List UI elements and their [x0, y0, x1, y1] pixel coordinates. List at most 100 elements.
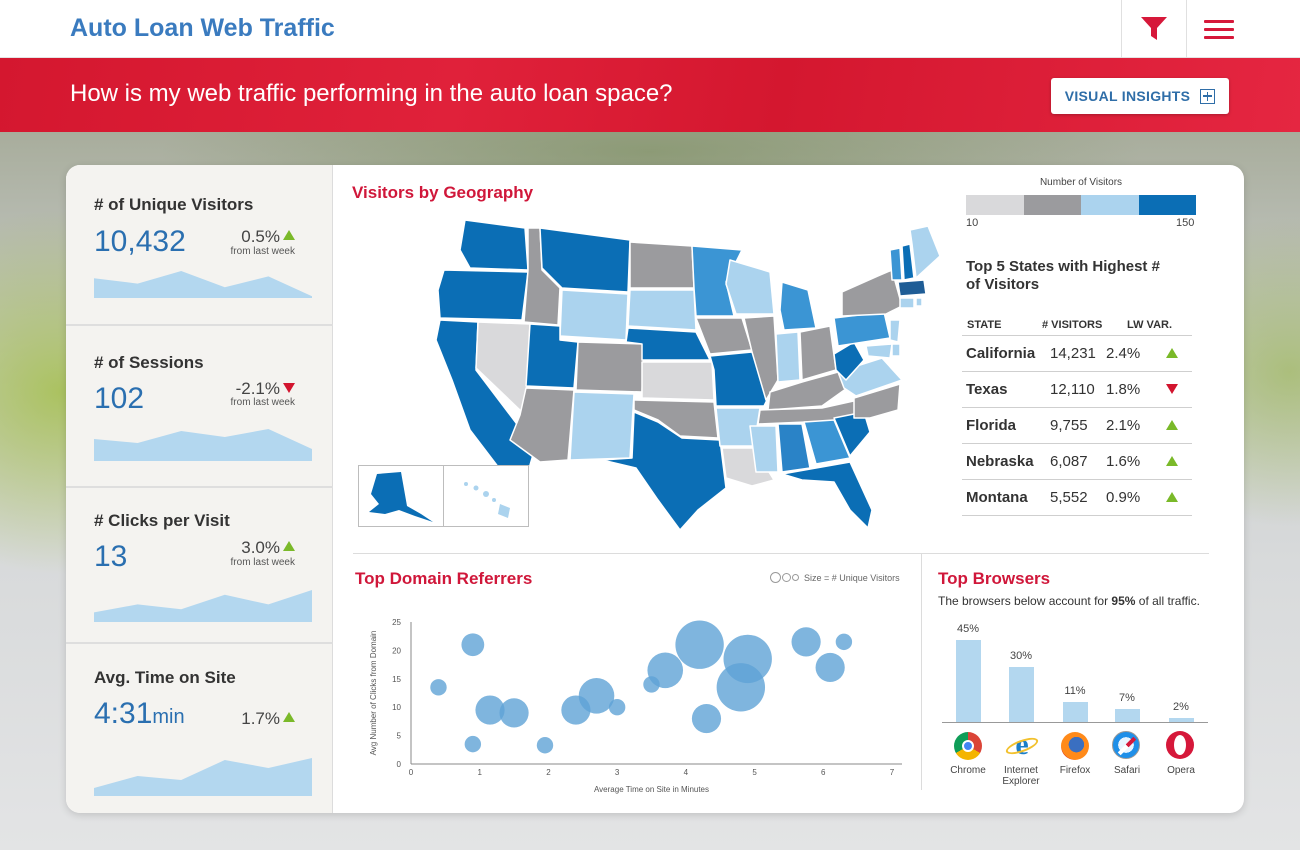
banner-question: How is my web traffic performing in the … — [70, 80, 673, 107]
state-arizona — [509, 387, 575, 463]
lw-variance: 1.6% — [1106, 453, 1141, 470]
opera-icon — [1166, 731, 1194, 759]
kpi-column: # of Unique Visitors 10,432 0.5% from la… — [66, 165, 333, 813]
scatter-bubble[interactable] — [499, 698, 529, 728]
kpi-unique-visitors: # of Unique Visitors 10,432 0.5% from la… — [66, 165, 333, 326]
legend-min: 10 — [966, 217, 979, 229]
state-wisconsin — [725, 259, 775, 315]
scatter-bubble[interactable] — [675, 620, 724, 669]
lw-variance: 1.8% — [1106, 381, 1141, 398]
table-row[interactable]: Montana 5,552 0.9% — [962, 479, 1192, 515]
y-tick-label: 0 — [397, 760, 402, 769]
lw-variance: 2.1% — [1106, 417, 1141, 434]
table-row[interactable]: Texas 12,110 1.8% — [962, 371, 1192, 407]
state-florida — [781, 461, 873, 529]
state-illinois — [743, 315, 779, 401]
scatter-bubble[interactable] — [647, 652, 684, 689]
down-arrow-icon — [283, 383, 295, 393]
scatter-bubble[interactable] — [815, 652, 845, 683]
top5-header-visitors: # VISITORS — [1042, 319, 1103, 331]
kpi-change: 1.7% — [241, 709, 295, 729]
state-texas — [601, 411, 727, 531]
up-arrow-icon — [1166, 348, 1178, 358]
geography-title: Visitors by Geography — [352, 183, 534, 202]
filter-icon — [1140, 17, 1167, 40]
x-tick-label: 1 — [477, 768, 482, 777]
visitor-count: 9,755 — [1050, 417, 1088, 434]
state-name: Texas — [966, 381, 1008, 398]
table-row[interactable]: Florida 9,755 2.1% — [962, 407, 1192, 443]
browser-bar[interactable] — [1009, 667, 1034, 722]
x-tick-label: 6 — [821, 768, 826, 777]
internet-explorer-icon: e — [1003, 730, 1041, 760]
kpi-value: 10,432 — [94, 225, 186, 258]
state-connecticut — [899, 297, 915, 309]
kpi-value: 13 — [94, 540, 128, 573]
bar-value-label: 30% — [1009, 650, 1033, 663]
browser-axis-line — [942, 722, 1208, 723]
browser-name-label: Opera — [1167, 765, 1195, 776]
top-bar: Auto Loan Web Traffic — [0, 0, 1300, 58]
scatter-bubble[interactable] — [791, 627, 821, 657]
scatter-bubble[interactable] — [691, 703, 722, 734]
expand-plus-icon — [1200, 88, 1216, 104]
alaska-inset — [358, 465, 444, 527]
browser-bar[interactable] — [1115, 709, 1140, 722]
kpi-title: # of Unique Visitors — [94, 195, 254, 214]
kpi-sessions: # of Sessions 102 -2.1% from last week — [66, 326, 333, 488]
top5-title: Top 5 States with Highest # of Visitors — [966, 258, 1160, 293]
table-row[interactable]: Nebraska 6,087 1.6% — [962, 443, 1192, 479]
scatter-bubble[interactable] — [430, 679, 447, 696]
state-new-hampshire — [901, 243, 915, 281]
scatter-bubble[interactable] — [608, 699, 626, 716]
visual-insights-button[interactable]: VISUAL INSIGHTS — [1051, 78, 1229, 114]
state-rhode-island — [915, 297, 923, 307]
browser-bar[interactable] — [956, 640, 981, 722]
x-tick-label: 0 — [409, 768, 414, 777]
menu-button[interactable] — [1186, 0, 1250, 58]
legend-max: 150 — [1176, 217, 1195, 229]
state-new-jersey — [889, 319, 901, 343]
legend-swatch-3 — [1081, 195, 1139, 215]
top5-header-var: LW VAR. — [1127, 319, 1173, 331]
section-divider — [353, 553, 1209, 554]
scatter-bubble[interactable] — [464, 735, 482, 753]
chrome-icon — [954, 732, 982, 760]
x-tick-label: 7 — [890, 768, 895, 777]
scatter-bubble[interactable] — [835, 633, 853, 651]
down-arrow-icon — [1166, 384, 1178, 394]
table-row[interactable]: California 14,231 2.4% — [962, 335, 1192, 371]
y-tick-label: 15 — [392, 675, 401, 684]
state-name: Florida — [966, 417, 1017, 434]
scatter-bubble[interactable] — [461, 633, 485, 657]
circle-small-icon — [792, 574, 799, 581]
visitor-count: 6,087 — [1050, 453, 1088, 470]
state-indiana — [775, 331, 801, 383]
bar-value-label: 11% — [1064, 684, 1086, 697]
scatter-bubble[interactable] — [578, 678, 615, 714]
y-tick-label: 5 — [397, 732, 402, 741]
state-massachusetts — [897, 279, 927, 297]
top5-header-state: STATE — [967, 319, 1002, 331]
safari-icon — [1112, 731, 1140, 759]
filter-button[interactable] — [1121, 0, 1185, 58]
sparkline-area — [94, 429, 312, 461]
state-washington — [459, 219, 529, 271]
browser-name-label: Internet Explorer — [1002, 765, 1040, 787]
browser-bar[interactable] — [1169, 718, 1194, 722]
scatter-bubble[interactable] — [536, 737, 554, 754]
us-map — [435, 219, 941, 531]
up-arrow-icon — [1166, 420, 1178, 430]
state-colorado — [575, 341, 645, 393]
kpi-avg-time: Avg. Time on Site 4:31min 1.7% — [66, 644, 333, 813]
kpi-change: 3.0% — [241, 538, 295, 558]
visitor-count: 12,110 — [1050, 381, 1095, 398]
scatter-bubble[interactable] — [723, 634, 772, 684]
x-tick-label: 4 — [684, 768, 689, 777]
state-nebraska — [625, 327, 711, 361]
browser-bar[interactable] — [1063, 701, 1088, 722]
scatter-bubble[interactable] — [475, 695, 505, 725]
state-oregon — [437, 269, 529, 321]
state-new-mexico — [569, 391, 635, 461]
state-delaware — [891, 343, 901, 357]
